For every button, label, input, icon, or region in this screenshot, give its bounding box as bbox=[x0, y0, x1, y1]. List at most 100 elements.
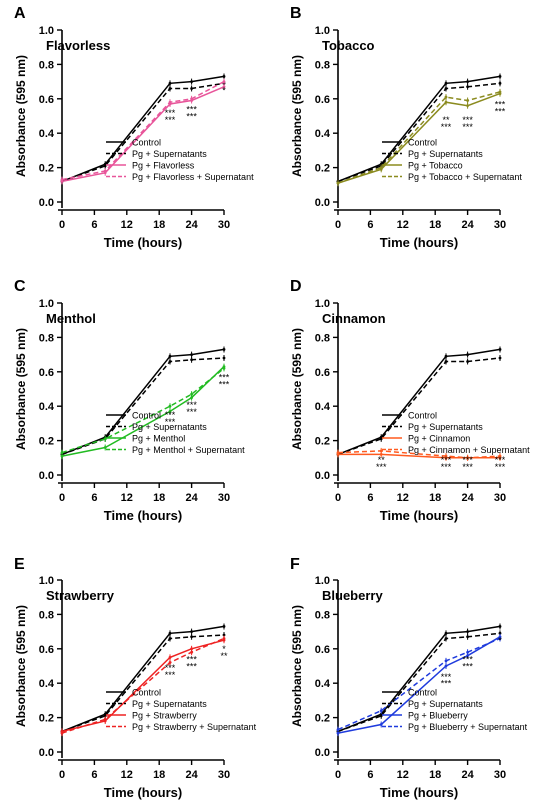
y-tick-label: 0.0 bbox=[315, 470, 330, 482]
y-tick-label: 0.6 bbox=[315, 367, 330, 379]
data-point bbox=[168, 661, 172, 664]
significance-label: *** bbox=[462, 462, 473, 472]
x-axis-title: Time (hours) bbox=[380, 785, 459, 800]
y-axis-title: Absorbance (595 nm) bbox=[290, 328, 304, 450]
data-point bbox=[444, 81, 448, 85]
x-tick-label: 24 bbox=[461, 769, 474, 781]
panel-f: F 0.0 0.2 0.4 0.6 0.8 1.0 0 6 12 18 24 30 Time (hours… bbox=[290, 556, 528, 800]
x-tick-label: 12 bbox=[121, 492, 133, 504]
y-tick-label: 0.0 bbox=[39, 470, 54, 482]
data-point bbox=[498, 75, 502, 78]
y-tick-label: 0.0 bbox=[39, 197, 54, 209]
x-tick-label: 18 bbox=[153, 769, 165, 781]
x-tick-label: 18 bbox=[153, 219, 165, 231]
legend-entry: Pg + Supernatants bbox=[132, 149, 207, 159]
data-point bbox=[168, 404, 172, 408]
significance-label: *** bbox=[495, 106, 506, 116]
data-point bbox=[103, 717, 107, 721]
x-tick-label: 24 bbox=[185, 219, 198, 231]
y-axis-title: Absorbance (595 nm) bbox=[14, 55, 28, 177]
data-point bbox=[60, 451, 64, 455]
legend-entry: Control bbox=[132, 688, 161, 698]
y-axis-title: Absorbance (595 nm) bbox=[290, 55, 304, 177]
data-point bbox=[190, 647, 194, 651]
significance-label: *** bbox=[495, 99, 506, 109]
data-point bbox=[103, 437, 107, 441]
legend-entry: Pg + Flavorless bbox=[132, 161, 195, 171]
data-point bbox=[498, 637, 502, 640]
data-point bbox=[379, 709, 383, 713]
significance-label: *** bbox=[441, 672, 452, 682]
panel-title: Menthol bbox=[46, 311, 96, 326]
y-tick-label: 0.2 bbox=[315, 163, 330, 175]
significance-label: *** bbox=[462, 115, 473, 125]
y-tick-label: 0.8 bbox=[39, 59, 54, 71]
significance-label: * bbox=[222, 644, 226, 654]
data-point bbox=[444, 454, 448, 458]
legend-entry: Control bbox=[132, 138, 161, 148]
y-tick-label: 0.4 bbox=[39, 678, 55, 690]
panel-letter: E bbox=[14, 556, 25, 573]
x-axis-title: Time (hours) bbox=[380, 235, 459, 250]
data-point bbox=[222, 348, 226, 351]
y-tick-label: 0.8 bbox=[39, 609, 54, 621]
legend-entry: Pg + Supernatants bbox=[408, 699, 483, 709]
data-point bbox=[168, 360, 172, 363]
data-point bbox=[466, 650, 469, 654]
x-tick-label: 0 bbox=[335, 769, 341, 781]
x-tick-label: 6 bbox=[91, 219, 97, 231]
x-tick-label: 6 bbox=[367, 769, 373, 781]
data-point bbox=[444, 354, 448, 358]
y-tick-label: 0.6 bbox=[39, 367, 54, 379]
legend-entry: Pg + Cinnamon + Supernatant bbox=[408, 445, 530, 455]
y-tick-label: 0.0 bbox=[315, 747, 330, 759]
panel-letter: D bbox=[290, 278, 302, 295]
data-point bbox=[336, 731, 340, 735]
panel-c: C 0.0 0.2 0.4 0.6 0.8 1.0 0 6 12 18 24 30 Time (hours… bbox=[14, 278, 245, 523]
series-line bbox=[61, 367, 225, 454]
data-point bbox=[466, 654, 469, 658]
data-point bbox=[466, 360, 469, 363]
x-tick-label: 12 bbox=[397, 492, 409, 504]
significance-label: *** bbox=[219, 372, 230, 382]
y-tick-label: 0.6 bbox=[315, 644, 330, 656]
data-point bbox=[190, 650, 194, 654]
x-tick-label: 6 bbox=[367, 492, 373, 504]
data-point bbox=[222, 366, 226, 370]
data-point bbox=[498, 90, 502, 94]
data-point bbox=[444, 87, 448, 90]
panel-d: D 0.0 0.2 0.4 0.6 0.8 1.0 0 6 12 18 24 30 Time (hours… bbox=[290, 278, 530, 523]
y-tick-label: 0.2 bbox=[315, 436, 330, 448]
data-point bbox=[466, 456, 469, 460]
data-point bbox=[466, 99, 469, 102]
data-point bbox=[379, 714, 383, 718]
data-point bbox=[168, 87, 172, 90]
significance-label: *** bbox=[186, 400, 197, 410]
data-point bbox=[498, 81, 502, 85]
data-point bbox=[168, 354, 172, 358]
data-point bbox=[168, 631, 172, 635]
data-point bbox=[168, 100, 172, 104]
legend-entry: Control bbox=[408, 411, 437, 421]
legend-entry: Pg + Tobacco + Supernatant bbox=[408, 172, 522, 182]
x-tick-label: 24 bbox=[461, 219, 474, 231]
data-point bbox=[444, 100, 448, 104]
x-tick-label: 30 bbox=[494, 492, 506, 504]
legend-entry: Pg + Cinnamon bbox=[408, 434, 470, 444]
x-tick-label: 12 bbox=[397, 219, 409, 231]
x-tick-label: 30 bbox=[494, 219, 506, 231]
legend-entry: Pg + Supernatants bbox=[408, 149, 483, 159]
data-point bbox=[60, 731, 64, 735]
data-point bbox=[103, 169, 107, 173]
y-tick-label: 0.8 bbox=[315, 332, 330, 344]
data-point bbox=[168, 81, 172, 85]
panel-b: B 0.0 0.2 0.4 0.6 0.8 1.0 0 6 12 18 24 30 Time (hours… bbox=[290, 5, 522, 250]
significance-label: ** bbox=[220, 651, 228, 661]
x-tick-label: 6 bbox=[91, 769, 97, 781]
x-tick-label: 30 bbox=[218, 219, 230, 231]
data-point bbox=[168, 656, 172, 659]
x-tick-label: 18 bbox=[429, 769, 441, 781]
data-point bbox=[190, 358, 194, 362]
panel-title: Cinnamon bbox=[322, 311, 386, 326]
significance-label: *** bbox=[165, 108, 176, 118]
